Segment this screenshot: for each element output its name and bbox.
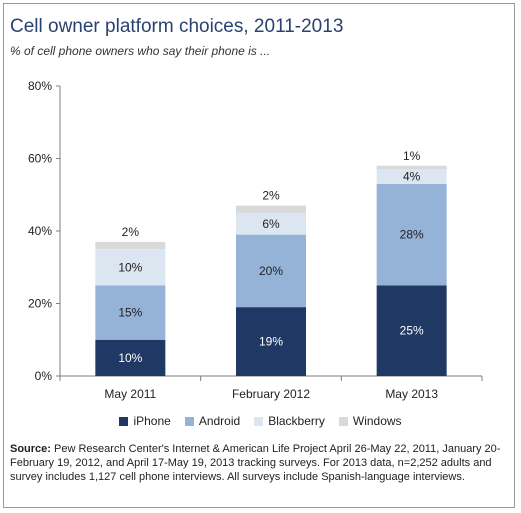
bar-segment-blackberry: [95, 249, 166, 286]
bar-segment-iphone: [236, 307, 306, 376]
source-text: Pew Research Center's Internet & America…: [10, 443, 501, 483]
legend-item-windows: Windows: [338, 414, 402, 428]
x-category-label: May 2013: [385, 387, 438, 401]
legend-swatch: [184, 416, 194, 426]
source-note: Source: Pew Research Center's Internet &…: [10, 442, 510, 484]
data-label: 6%: [262, 217, 280, 231]
legend-swatch: [254, 416, 264, 426]
legend-item-iphone: iPhone: [119, 414, 171, 428]
data-label: 25%: [400, 324, 424, 338]
stacked-bar-chart: 0% 20% 40% 60% 80% 10% 15% 10% 2% May 2011 19% 20% 6…: [28, 79, 483, 401]
data-label: 2%: [262, 189, 280, 203]
data-label: 1%: [403, 149, 421, 163]
legend-label: Android: [198, 414, 241, 428]
legend-label: Windows: [352, 414, 402, 428]
chart-legend: iPhone Android Blackberry Windows: [0, 414, 521, 428]
legend-swatch: [338, 416, 348, 426]
bar-segment-windows: [95, 241, 166, 250]
y-tick-label: 60%: [28, 152, 52, 166]
legend-item-android: Android: [184, 414, 241, 428]
bar-segment-blackberry: [376, 169, 447, 184]
bar-segment-windows: [376, 165, 447, 170]
chart-subtitle: % of cell phone owners who say their pho…: [10, 44, 271, 58]
bar-segment-android: [236, 234, 306, 308]
bar-segment-windows: [236, 205, 306, 213]
source-label: Source:: [10, 443, 51, 455]
x-category-label: February 2012: [232, 387, 310, 401]
legend-label: Blackberry: [268, 414, 325, 428]
bar-segment-android: [95, 285, 166, 340]
data-label: 20%: [259, 264, 283, 278]
legend-item-blackberry: Blackberry: [254, 414, 325, 428]
data-label: 2%: [122, 225, 140, 239]
legend-swatch: [119, 416, 129, 426]
data-label: 15%: [118, 306, 142, 320]
data-label: 19%: [259, 335, 283, 349]
x-category-label: May 2011: [104, 387, 156, 401]
y-tick-label: 80%: [28, 79, 52, 93]
chart-title: Cell owner platform choices, 2011-2013: [10, 16, 344, 37]
data-label: 28%: [400, 228, 424, 242]
data-label: 4%: [403, 170, 421, 184]
y-tick-label: 0%: [35, 369, 53, 383]
data-label: 10%: [118, 260, 142, 274]
legend-label: iPhone: [133, 414, 171, 428]
data-label: 10%: [118, 351, 142, 365]
y-tick-label: 20%: [28, 297, 52, 311]
y-tick-label: 40%: [28, 224, 52, 238]
bar-segment-iphone: [376, 285, 447, 376]
bar-segment-blackberry: [236, 212, 306, 235]
chart-frame: [3, 3, 515, 508]
bar-segment-android: [376, 183, 447, 286]
bar-segment-iphone: [95, 339, 166, 376]
